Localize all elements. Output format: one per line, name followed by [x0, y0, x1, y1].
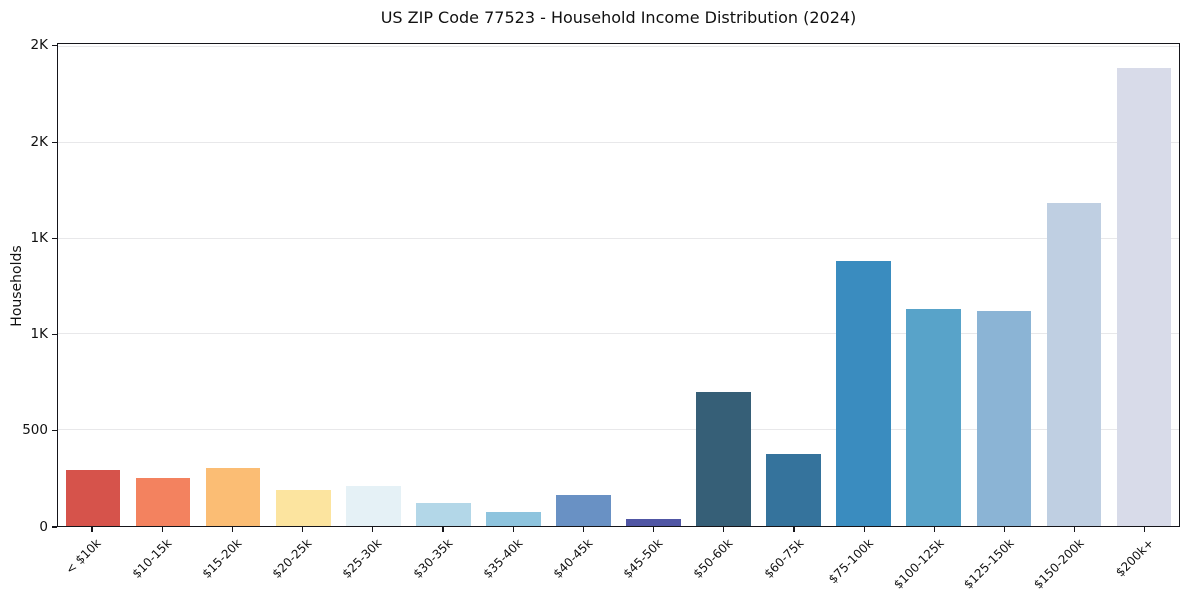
bar: [976, 311, 1032, 526]
bar: [416, 503, 471, 526]
x-tick-label-text: $10-15k: [129, 536, 175, 581]
y-axis-label: Households: [9, 245, 25, 327]
chart-title: US ZIP Code 77523 - Household Income Dis…: [380, 8, 857, 27]
gridline: [58, 429, 1179, 431]
y-tick: [52, 45, 57, 47]
y-tick: [52, 526, 57, 528]
x-tick-label-text: $125-150k: [960, 536, 1017, 590]
x-tick-label-text: $45-50k: [620, 536, 666, 581]
y-tick-label: 2K: [30, 133, 48, 150]
x-tick-label-text: $20-25k: [269, 536, 315, 581]
y-tick-label: 0: [39, 518, 48, 535]
bar: [1046, 203, 1102, 526]
gridline: [58, 333, 1179, 335]
x-tick-label-text: $200k+: [1113, 536, 1157, 580]
plot-area: [57, 43, 1180, 527]
x-tick: [442, 527, 444, 532]
x-tick-label-text: $150-200k: [1030, 536, 1087, 590]
x-tick: [933, 527, 935, 532]
bar: [766, 454, 821, 526]
bar: [836, 260, 892, 526]
x-tick-label-text: $25-30k: [339, 536, 385, 581]
bar: [205, 467, 261, 526]
x-tick: [1003, 527, 1006, 532]
x-tick-label-text: $30-35k: [410, 536, 455, 581]
y-tick-label: 1K: [30, 326, 48, 343]
gridline: [58, 45, 1179, 47]
x-tick: [1074, 527, 1076, 532]
x-tick-label-text: $100-125k: [890, 536, 947, 590]
gridline: [58, 237, 1179, 239]
x-tick-label-text: < $10k: [63, 536, 104, 577]
x-tick-label-text: $40-45k: [550, 536, 596, 581]
x-tick: [723, 527, 725, 532]
x-tick-label-text: $50-60k: [690, 536, 736, 581]
x-tick-label-text: $35-40k: [480, 536, 526, 581]
x-tick-label-text: $60-75k: [761, 536, 806, 581]
y-tick-label: 1K: [30, 229, 48, 246]
bar: [906, 309, 962, 526]
x-tick: [652, 527, 655, 532]
x-tick: [372, 527, 374, 532]
bar: [556, 495, 611, 526]
bar: [135, 478, 191, 526]
gridline: [58, 141, 1179, 143]
x-tick: [582, 527, 584, 532]
bar: [345, 485, 401, 526]
y-tick: [52, 430, 57, 432]
y-tick: [52, 237, 57, 239]
y-tick-label: 500: [22, 422, 48, 439]
x-tick-label-text: $15-20k: [199, 536, 245, 581]
bar: [486, 511, 541, 526]
bar: [1116, 67, 1172, 526]
x-tick-label-text: $75-100k: [825, 536, 877, 587]
x-tick: [793, 527, 795, 532]
bar: [65, 470, 121, 526]
y-tick: [52, 141, 57, 143]
x-tick: [161, 527, 163, 532]
bar: [696, 391, 751, 526]
bar: [626, 519, 681, 526]
bar: [275, 489, 331, 526]
x-tick: [231, 527, 234, 532]
x-tick: [1144, 527, 1146, 532]
x-tick: [91, 527, 93, 532]
x-tick: [863, 527, 865, 532]
y-tick-label: 2K: [30, 37, 48, 54]
x-tick: [512, 527, 514, 532]
x-tick: [302, 527, 304, 532]
y-tick: [52, 333, 57, 336]
